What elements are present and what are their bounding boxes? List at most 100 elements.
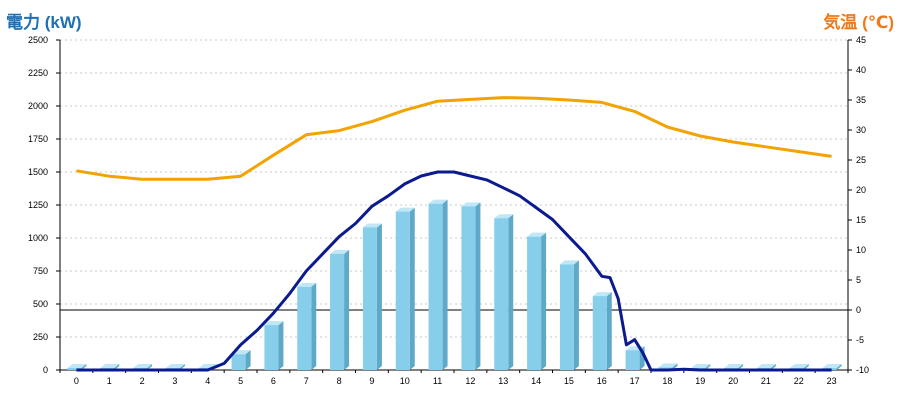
power-bar xyxy=(264,321,284,370)
power-bar-top xyxy=(264,321,284,326)
left-tick-label: 1000 xyxy=(28,233,48,243)
right-tick-label: 25 xyxy=(856,155,866,165)
x-tick-label: 20 xyxy=(728,376,738,386)
power-bar xyxy=(592,292,612,370)
right-axis-title: 気温 (℃) xyxy=(823,13,894,32)
left-tick-label: 500 xyxy=(33,299,48,309)
power-bar-front xyxy=(527,236,542,370)
x-tick-label: 18 xyxy=(662,376,672,386)
power-bar-top xyxy=(592,292,612,297)
right-tick-label: -10 xyxy=(856,365,869,375)
x-tick-label: 8 xyxy=(337,376,342,386)
power-bar-top xyxy=(691,364,711,369)
power-bar-top xyxy=(330,249,350,254)
x-tick-label: 17 xyxy=(630,376,640,386)
power-bar-front xyxy=(592,296,607,370)
x-tick-label: 16 xyxy=(597,376,607,386)
x-tick-label: 9 xyxy=(369,376,374,386)
power-bar xyxy=(362,223,382,370)
left-tick-label: 1750 xyxy=(28,134,48,144)
right-tick-labels: -10 -5 0 5 10 15 20 25 30 35 40 45 xyxy=(848,35,869,375)
power-bar-top xyxy=(133,364,153,369)
power-bar xyxy=(527,232,547,370)
x-tick-label: 11 xyxy=(433,376,442,386)
power-bar-side xyxy=(475,202,481,370)
power-bar-front xyxy=(231,354,246,370)
power-bar-top xyxy=(527,232,547,237)
power-bar-front xyxy=(264,325,279,370)
right-tick-label: 20 xyxy=(856,185,866,195)
power-bar-top xyxy=(494,214,514,219)
power-bar-front xyxy=(428,203,443,370)
left-tick-label: 2500 xyxy=(28,35,48,45)
left-tick-label: 0 xyxy=(43,365,48,375)
right-tick-label: 30 xyxy=(856,125,866,135)
power-bar-top xyxy=(559,260,579,265)
x-tick-label: 3 xyxy=(172,376,177,386)
power-bar-front xyxy=(362,227,377,370)
power-bar-side xyxy=(245,350,251,370)
power-bar-top xyxy=(789,364,809,369)
power-bar-side xyxy=(409,207,415,370)
right-tick-label: 0 xyxy=(856,305,861,315)
left-tick-label: 250 xyxy=(33,332,48,342)
power-bar-side xyxy=(606,292,612,370)
x-tick-label: 13 xyxy=(498,376,508,386)
x-tick-label: 4 xyxy=(205,376,210,386)
power-bar-side xyxy=(278,321,284,370)
power-bar-front xyxy=(494,218,509,370)
power-bar xyxy=(231,350,251,370)
x-tick-label: 7 xyxy=(304,376,309,386)
power-bar-top xyxy=(822,364,842,369)
power-bar-top xyxy=(395,207,415,212)
x-tick-label: 1 xyxy=(107,376,112,386)
left-tick-label: 1250 xyxy=(28,200,48,210)
power-bar-top xyxy=(165,364,185,369)
left-tick-label: 750 xyxy=(33,266,48,276)
power-bar xyxy=(494,214,514,370)
power-bar xyxy=(395,207,415,370)
left-tick-label: 2000 xyxy=(28,101,48,111)
x-tick-label: 10 xyxy=(400,376,410,386)
power-bar-side xyxy=(508,214,514,370)
x-tick-label: 21 xyxy=(761,376,771,386)
power-bar-side xyxy=(573,260,579,370)
power-bar-side xyxy=(442,199,448,370)
power-bar-side xyxy=(311,282,317,370)
power-bar-side xyxy=(836,364,842,370)
power-bar-front xyxy=(625,350,640,370)
right-tick-label: 10 xyxy=(856,245,866,255)
left-axis-title: 電力 (kW) xyxy=(6,13,82,32)
x-tick-label: 23 xyxy=(827,376,837,386)
x-tick-label: 6 xyxy=(271,376,276,386)
power-bar xyxy=(559,260,579,370)
right-tick-label: -5 xyxy=(856,335,864,345)
x-tick-label: 5 xyxy=(238,376,243,386)
left-tick-labels: 0 250 500 750 1000 1250 1500 1750 2000 2250 2500 xyxy=(28,35,60,375)
power-bar-top xyxy=(724,364,744,369)
x-tick-label: 12 xyxy=(465,376,475,386)
x-tick-label: 15 xyxy=(564,376,574,386)
right-tick-label: 5 xyxy=(856,275,861,285)
power-bar-side xyxy=(344,249,350,370)
power-bar xyxy=(297,282,317,370)
x-tick-label: 22 xyxy=(794,376,804,386)
power-bar-top xyxy=(658,363,678,368)
power-bar-side xyxy=(376,223,382,370)
power-bar-top xyxy=(362,223,382,228)
power-bar xyxy=(461,202,481,370)
power-bar-front xyxy=(67,368,82,370)
x-tick-label: 2 xyxy=(140,376,145,386)
right-tick-label: 35 xyxy=(856,95,866,105)
power-bar-top xyxy=(461,202,481,207)
power-bar xyxy=(428,199,448,370)
x-tick-labels: 0 1 2 3 4 5 6 7 8 9 10 11 12 13 14 15 16 17 18 19 20 21 22 23 xyxy=(59,370,849,386)
right-tick-label: 40 xyxy=(856,65,866,75)
power-bars xyxy=(67,199,842,370)
temperature-line xyxy=(76,96,832,181)
left-tick-label: 1500 xyxy=(28,167,48,177)
power-bar-front xyxy=(395,211,410,370)
power-bar-front xyxy=(461,206,476,370)
